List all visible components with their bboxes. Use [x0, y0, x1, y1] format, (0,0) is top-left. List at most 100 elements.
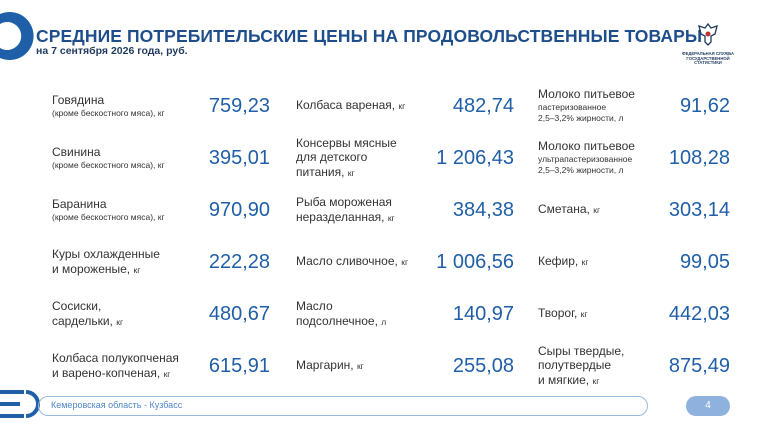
item-label: Масло подсолнечное, л	[296, 299, 386, 329]
emblem-text: ФЕДЕРАЛЬНАЯ СЛУЖБА ГОСУДАРСТВЕННОЙ СТАТИСТ…	[680, 51, 736, 66]
item-line: (кроме бескостного мяса), кг	[52, 212, 165, 224]
item-name: Молоко питьевое	[538, 139, 635, 154]
item-name: полутвердые	[538, 358, 612, 373]
page-number: 4	[686, 396, 730, 416]
item-note: пастеризованное	[538, 101, 607, 112]
item: Колбаса вареная, кг 482,74	[296, 80, 514, 132]
item: Рыба мороженая неразделанная, кг 384,38	[296, 184, 514, 236]
item-line: неразделанная, кг	[296, 210, 395, 226]
item-note: (кроме бескостного мяса),	[52, 159, 156, 170]
item-label: Молоко питьевое пастеризованное 2,5–3,2% ж…	[538, 87, 635, 125]
item-line: Маргарин, кг	[296, 358, 364, 374]
item-name: неразделанная,	[296, 209, 385, 224]
item-note: (кроме бескостного мяса),	[52, 211, 156, 222]
item-label: Свинина (кроме бескостного мяса), кг	[52, 145, 165, 171]
item-name: Баранина	[52, 197, 107, 211]
item-name: подсолнечное,	[296, 313, 378, 328]
item-unit: кг	[593, 205, 601, 216]
footer-logo-arc	[25, 390, 40, 418]
item: Сыры твердые, полутвердые и мягкие, кг 875,…	[538, 340, 730, 392]
item: Маргарин, кг 255,08	[296, 340, 514, 392]
item: Куры охлажденные и мороженые, кг 222,28	[52, 236, 270, 288]
item-label: Консервы мясные для детского питания, кг	[296, 136, 397, 181]
item: Масло подсолнечное, л 140,97	[296, 288, 514, 340]
item-unit: кг	[356, 361, 364, 372]
item-label: Творог, кг	[538, 306, 587, 322]
item-name: и варено-копченая,	[52, 365, 161, 380]
item: Сосиски, сардельки, кг 480,67	[52, 288, 270, 340]
item-label: Сыры твердые, полутвердые и мягкие, кг	[538, 344, 624, 389]
item-unit: кг	[133, 264, 141, 275]
item-price: 1 206,43	[436, 146, 514, 169]
item: Сметана, кг 303,14	[538, 184, 730, 236]
item-unit: кг	[580, 309, 588, 320]
item: Говядина (кроме бескостного мяса), кг 759,…	[52, 80, 270, 132]
item-line: и мягкие, кг	[538, 373, 624, 389]
item-price: 255,08	[452, 354, 514, 377]
item-name: Колбаса полукопченая	[52, 351, 179, 365]
footer-region: Кемеровская область - Кузбасс	[51, 400, 183, 410]
item-label: Куры охлажденные и мороженые, кг	[52, 247, 160, 277]
item-price: 615,91	[208, 354, 270, 377]
item: Творог, кг 442,03	[538, 288, 730, 340]
item-unit: кг	[157, 211, 165, 222]
item-name: Сметана,	[538, 202, 590, 217]
item: Консервы мясные для детского питания, кг 1 …	[296, 132, 514, 184]
item-label: Рыба мороженая неразделанная, кг	[296, 195, 395, 225]
emblem: ФЕДЕРАЛЬНАЯ СЛУЖБА ГОСУДАРСТВЕННОЙ СТАТИСТ…	[680, 22, 736, 66]
item-name: Маргарин,	[296, 358, 354, 373]
item-name: Молоко питьевое	[538, 87, 635, 102]
item-unit: кг	[398, 101, 406, 112]
item-label: Маргарин, кг	[296, 358, 364, 374]
item-line: и мороженые, кг	[52, 262, 160, 278]
item-line: (кроме бескостного мяса), кг	[52, 108, 165, 120]
item-line: Творог, кг	[538, 306, 587, 322]
item-price: 875,49	[668, 354, 730, 377]
item-price: 970,90	[208, 198, 270, 221]
item-name: питания,	[296, 164, 345, 179]
item-name: и мягкие,	[538, 372, 590, 387]
emblem-icon	[698, 22, 718, 46]
item: Баранина (кроме бескостного мяса), кг 970,…	[52, 184, 270, 236]
item-line: подсолнечное, л	[296, 314, 386, 330]
item-unit: кг	[387, 212, 395, 223]
item-name: Свинина	[52, 145, 101, 159]
item-unit: кг	[157, 107, 165, 118]
item-line: Сметана, кг	[538, 202, 600, 218]
item-label: Сметана, кг	[538, 202, 600, 218]
item-note: (кроме бескостного мяса),	[52, 107, 156, 118]
item-label: Говядина (кроме бескостного мяса), кг	[52, 93, 165, 119]
item-name: Масло	[296, 299, 333, 313]
item-line: Колбаса вареная, кг	[296, 98, 405, 114]
item-name: Консервы мясные	[296, 135, 397, 150]
item-name: Кефир,	[538, 254, 579, 269]
item-name: Сыры твердые,	[538, 343, 625, 358]
item-price: 482,74	[452, 94, 514, 117]
item-label: Масло сливочное, кг	[296, 254, 408, 270]
item-name: Колбаса вареная,	[296, 98, 396, 113]
emblem-line: ФЕДЕРАЛЬНАЯ СЛУЖБА	[682, 51, 734, 56]
item-name: для детского	[296, 150, 368, 165]
item-line: Масло сливочное, кг	[296, 254, 408, 270]
item-line: 2,5–3,2% жирности, л	[538, 113, 635, 125]
item-unit: кг	[401, 257, 409, 268]
emblem-line: СТАТИСТИКИ	[694, 60, 722, 66]
item-price: 91,62	[679, 94, 730, 117]
item-line: и варено-копченая, кг	[52, 366, 179, 382]
logo-mark	[0, 11, 34, 60]
item-unit: кг	[157, 159, 165, 170]
item-unit: кг	[163, 368, 171, 379]
item-label: Баранина (кроме бескостного мяса), кг	[52, 197, 165, 223]
item-name: Масло сливочное,	[296, 254, 398, 269]
item: Свинина (кроме бескостного мяса), кг 395,0…	[52, 132, 270, 184]
item-price: 99,05	[679, 250, 730, 273]
item-label: Кефир, кг	[538, 254, 588, 270]
item-price: 1 006,56	[436, 250, 514, 273]
item-label: Колбаса вареная, кг	[296, 98, 405, 114]
footer-box: Кемеровская область - Кузбасс	[38, 396, 648, 416]
item-price: 442,03	[668, 302, 730, 325]
item-name: Говядина	[52, 93, 105, 107]
item: Молоко питьевое пастеризованное 2,5–3,2% ж…	[538, 80, 730, 132]
item: Масло сливочное, кг 1 006,56	[296, 236, 514, 288]
footer-logo	[0, 390, 24, 418]
